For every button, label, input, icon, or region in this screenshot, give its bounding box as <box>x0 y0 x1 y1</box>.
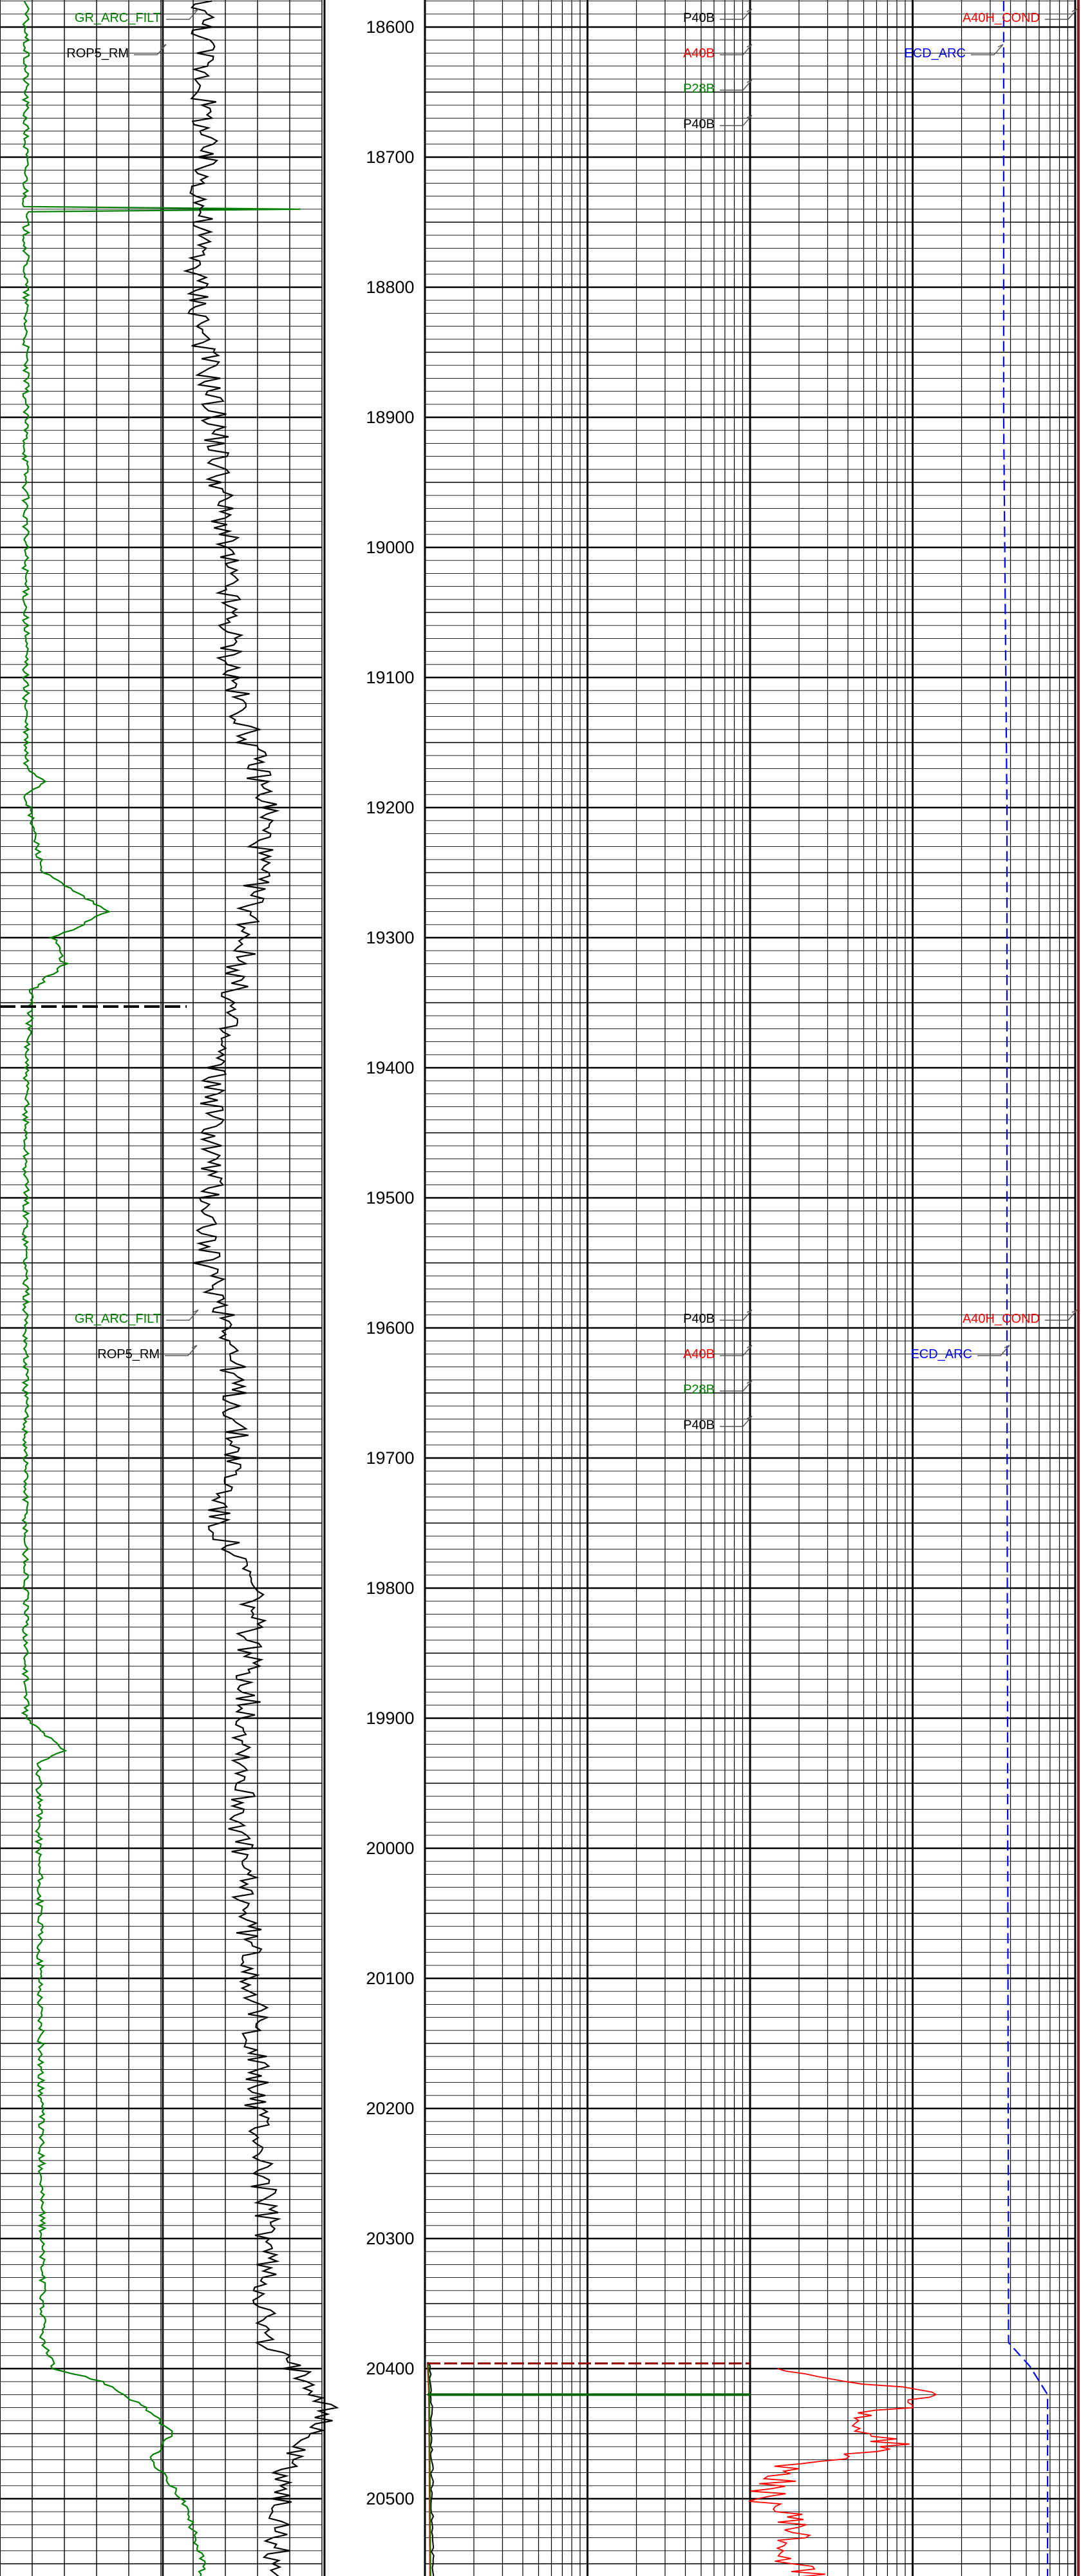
curve-header-label: P40B <box>683 11 715 25</box>
depth-axis: 18600 18700 18800 18900 19000 19100 19200 19300… <box>366 17 414 2508</box>
curve-ecd-arc <box>1002 1 1049 2576</box>
log-curves <box>0 0 1049 2576</box>
depth-tick-label: 20100 <box>366 1969 414 1988</box>
curve-header-label: P40B <box>683 117 715 131</box>
curve-rop5-rm <box>182 0 339 2576</box>
curve-header-label: P40B <box>683 1312 715 1326</box>
depth-tick-label: 18800 <box>366 278 414 297</box>
depth-tick-label: 19100 <box>366 668 414 687</box>
curve-header-label: A40H_COND <box>963 1312 1040 1326</box>
depth-tick-label: 20500 <box>366 2489 414 2508</box>
curve-header-arrow <box>1045 1309 1078 1321</box>
depth-tick-label: 19700 <box>366 1448 414 1468</box>
curve-header-label: A40B <box>683 1347 715 1361</box>
depth-tick-label: 19500 <box>366 1188 414 1208</box>
depth-tick-label: 20400 <box>366 2359 414 2378</box>
curve-header-label: GR_ARC_FILT <box>75 1312 161 1326</box>
curve-header-arrow <box>166 1309 199 1321</box>
curve-header-label: P28B <box>683 1383 715 1397</box>
curve-header-label: A40H_COND <box>963 11 1040 25</box>
depth-tick-label: 19800 <box>366 1578 414 1598</box>
depth-tick-label: 19400 <box>366 1058 414 1077</box>
curve-p40b <box>428 2362 435 2576</box>
curve-header-arrow <box>165 1345 198 1356</box>
curve-header-label: ECD_ARC <box>910 1347 972 1361</box>
curve-header-label: A40B <box>683 46 715 61</box>
curve-header-arrow <box>720 1416 753 1427</box>
curve-header-arrow <box>166 8 199 20</box>
curve-header-arrow <box>720 8 753 20</box>
depth-tick-label: 19300 <box>366 928 414 947</box>
depth-tick-label: 19000 <box>366 538 414 557</box>
curve-header-label: P28B <box>683 82 715 96</box>
depth-tick-label: 19600 <box>366 1318 414 1338</box>
curve-headers: GR_ARC_FILT ROP5_RM P40B A40B P28B P40B A40H_C… <box>66 8 1078 1432</box>
curve-header-arrow <box>720 1345 753 1356</box>
curve-header-arrow <box>134 44 167 55</box>
depth-tick-label: 20000 <box>366 1839 414 1858</box>
curve-header-arrow <box>971 44 1004 55</box>
curve-header-arrow <box>1045 8 1078 20</box>
curve-a40h-cond <box>748 2368 937 2576</box>
depth-tick-label: 20300 <box>366 2229 414 2248</box>
curve-header-arrow <box>720 1380 753 1392</box>
curve-header-label: GR_ARC_FILT <box>75 11 161 25</box>
curve-header-arrow <box>720 1309 753 1321</box>
depth-tick-label: 20200 <box>366 2099 414 2118</box>
curve-header-arrow <box>977 1345 1010 1356</box>
depth-tick-label: 18700 <box>366 147 414 167</box>
curve-header-label: ROP5_RM <box>66 46 129 61</box>
curve-header-label: ECD_ARC <box>904 46 966 61</box>
depth-tick-label: 18600 <box>366 17 414 37</box>
depth-tick-label: 18900 <box>366 408 414 427</box>
curve-header-arrow <box>720 115 753 126</box>
curve-header-arrow <box>720 79 753 91</box>
curve-header-label: ROP5_RM <box>97 1347 160 1361</box>
depth-tick-label: 19900 <box>366 1709 414 1728</box>
curve-header-label: P40B <box>683 1418 715 1432</box>
depth-tick-label: 19200 <box>366 798 414 817</box>
curve-p28b <box>428 2362 431 2576</box>
curve-gr-arc-filt <box>21 1 301 2576</box>
curve-header-arrow <box>720 44 753 55</box>
